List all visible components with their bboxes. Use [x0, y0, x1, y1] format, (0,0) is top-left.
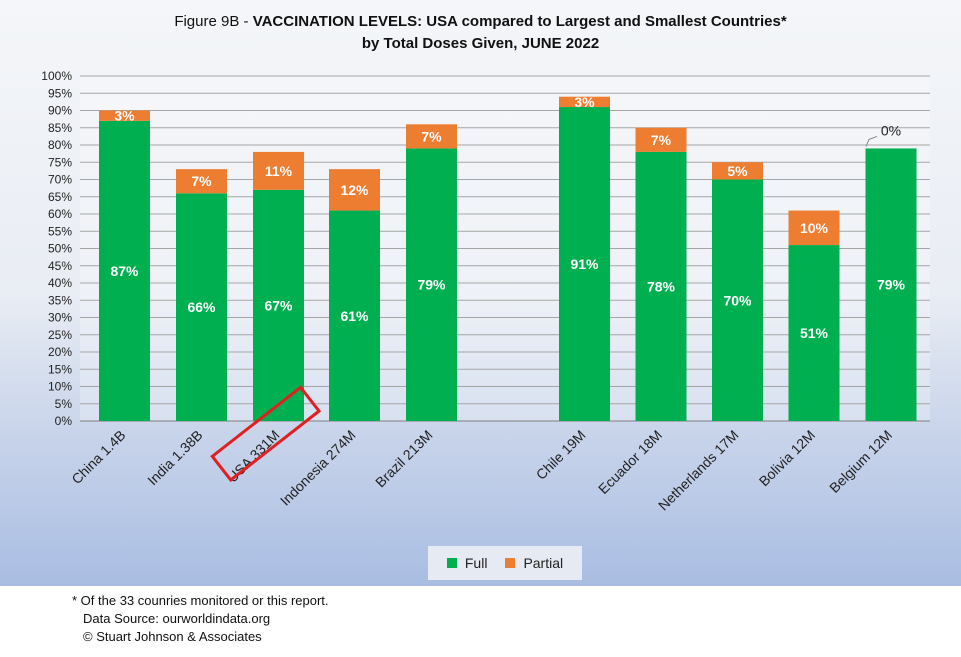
chart-title: Figure 9B - VACCINATION LEVELS: USA comp… [0, 13, 961, 30]
data-label-full: 66% [187, 299, 216, 315]
y-tick-label: 40% [48, 276, 72, 290]
bar-full [99, 120, 150, 421]
data-label-full: 79% [417, 277, 446, 293]
bar-full [253, 189, 304, 421]
bar-partial [788, 210, 840, 246]
y-tick-label: 70% [48, 173, 72, 187]
x-category-label: China 1.4B [68, 427, 128, 487]
footnote: * Of the 33 counries monitored or this r… [72, 593, 329, 608]
data-label-full: 67% [264, 297, 293, 313]
y-tick-label: 90% [48, 104, 72, 118]
bar-partial [712, 162, 763, 180]
bar-full [329, 210, 380, 421]
data-label-partial: 3% [114, 108, 135, 124]
bar-partial [406, 124, 457, 149]
copyright: © Stuart Johnson & Associates [83, 629, 262, 644]
y-tick-label: 50% [48, 242, 72, 256]
legend-label-full: Full [464, 555, 488, 571]
x-category-label: Belgium 12M [826, 427, 895, 496]
x-category-label: Indonesia 274M [277, 427, 359, 509]
y-tick-label: 100% [41, 69, 72, 83]
footer: * Of the 33 counries monitored or this r… [72, 592, 329, 646]
bar-full [406, 148, 457, 421]
y-tick-label: 75% [48, 155, 72, 169]
data-source: Data Source: ourworldindata.org [83, 611, 271, 626]
chart-subtitle: by Total Doses Given, JUNE 2022 [361, 35, 600, 52]
bar-full [865, 148, 917, 421]
highlight-box [210, 385, 322, 483]
y-tick-label: 45% [48, 259, 72, 273]
data-label-full: 79% [877, 277, 906, 293]
y-tick-label: 80% [48, 138, 72, 152]
data-label-full: 61% [340, 308, 369, 324]
data-label-partial: 7% [421, 128, 442, 144]
y-tick-label: 95% [48, 86, 72, 100]
bar-partial [635, 127, 687, 152]
legend-item-full: Full [446, 555, 488, 571]
y-tick-label: 30% [48, 311, 72, 325]
y-tick-label: 55% [48, 224, 72, 238]
y-tick-label: 10% [48, 380, 72, 394]
x-category-label: Netherlands 17M [655, 427, 742, 514]
title-bold: VACCINATION LEVELS: USA compared to Larg… [252, 13, 787, 30]
data-label-full: 70% [723, 292, 752, 308]
y-tick-label: 0% [55, 414, 73, 428]
data-label-partial: 10% [800, 220, 829, 236]
data-label-partial: 12% [340, 182, 369, 198]
data-label-partial: 5% [727, 163, 748, 179]
data-label-leader [865, 135, 878, 147]
y-tick-label: 15% [48, 362, 72, 376]
legend-swatch-partial [505, 558, 516, 568]
data-label-full: 78% [647, 278, 676, 294]
data-label-partial: 7% [191, 173, 212, 189]
bar-chart: 0% 5% 10% 15% 20% 25% 30% 35% 40% 45% 50% 55% 60% 65%… [41, 69, 930, 514]
x-category-label: Brazil 213M [372, 427, 436, 491]
bar-partial [329, 169, 380, 211]
bar-full [176, 193, 227, 421]
title-prefix: Figure 9B - [174, 13, 253, 30]
y-tick-label: 25% [48, 328, 72, 342]
legend-swatch-full [446, 558, 457, 568]
bar-full [712, 179, 763, 421]
y-tick-label: 85% [48, 121, 72, 135]
y-tick-label: 35% [48, 293, 72, 307]
legend-item-partial: Partial [505, 555, 563, 571]
data-label-partial: 3% [574, 94, 595, 110]
bar-partial [559, 96, 610, 108]
bar-partial [176, 169, 227, 194]
data-label-full: 91% [570, 256, 599, 272]
data-label-full: 87% [110, 263, 139, 279]
x-category-label: Chile 19M [533, 427, 589, 483]
bar-full [788, 245, 840, 421]
x-category-label: Ecuador 18M [595, 427, 665, 497]
bar-partial [253, 151, 304, 190]
legend-label-partial: Partial [523, 555, 564, 571]
bar-full [559, 107, 610, 422]
y-tick-label: 20% [48, 345, 72, 359]
x-category-label: Bolivia 12M [756, 427, 818, 489]
bar-partial [99, 110, 150, 121]
data-label-partial: 0% [881, 122, 901, 138]
data-label-partial: 7% [651, 132, 672, 148]
data-label-partial: 11% [265, 163, 293, 179]
y-tick-label: 5% [55, 397, 73, 411]
y-tick-label: 65% [48, 190, 72, 204]
y-tick-label: 60% [48, 207, 72, 221]
legend: Full Partial [428, 546, 582, 580]
bar-full [635, 151, 687, 421]
x-category-label: India 1.38B [144, 427, 205, 488]
data-label-full: 51% [800, 325, 829, 341]
